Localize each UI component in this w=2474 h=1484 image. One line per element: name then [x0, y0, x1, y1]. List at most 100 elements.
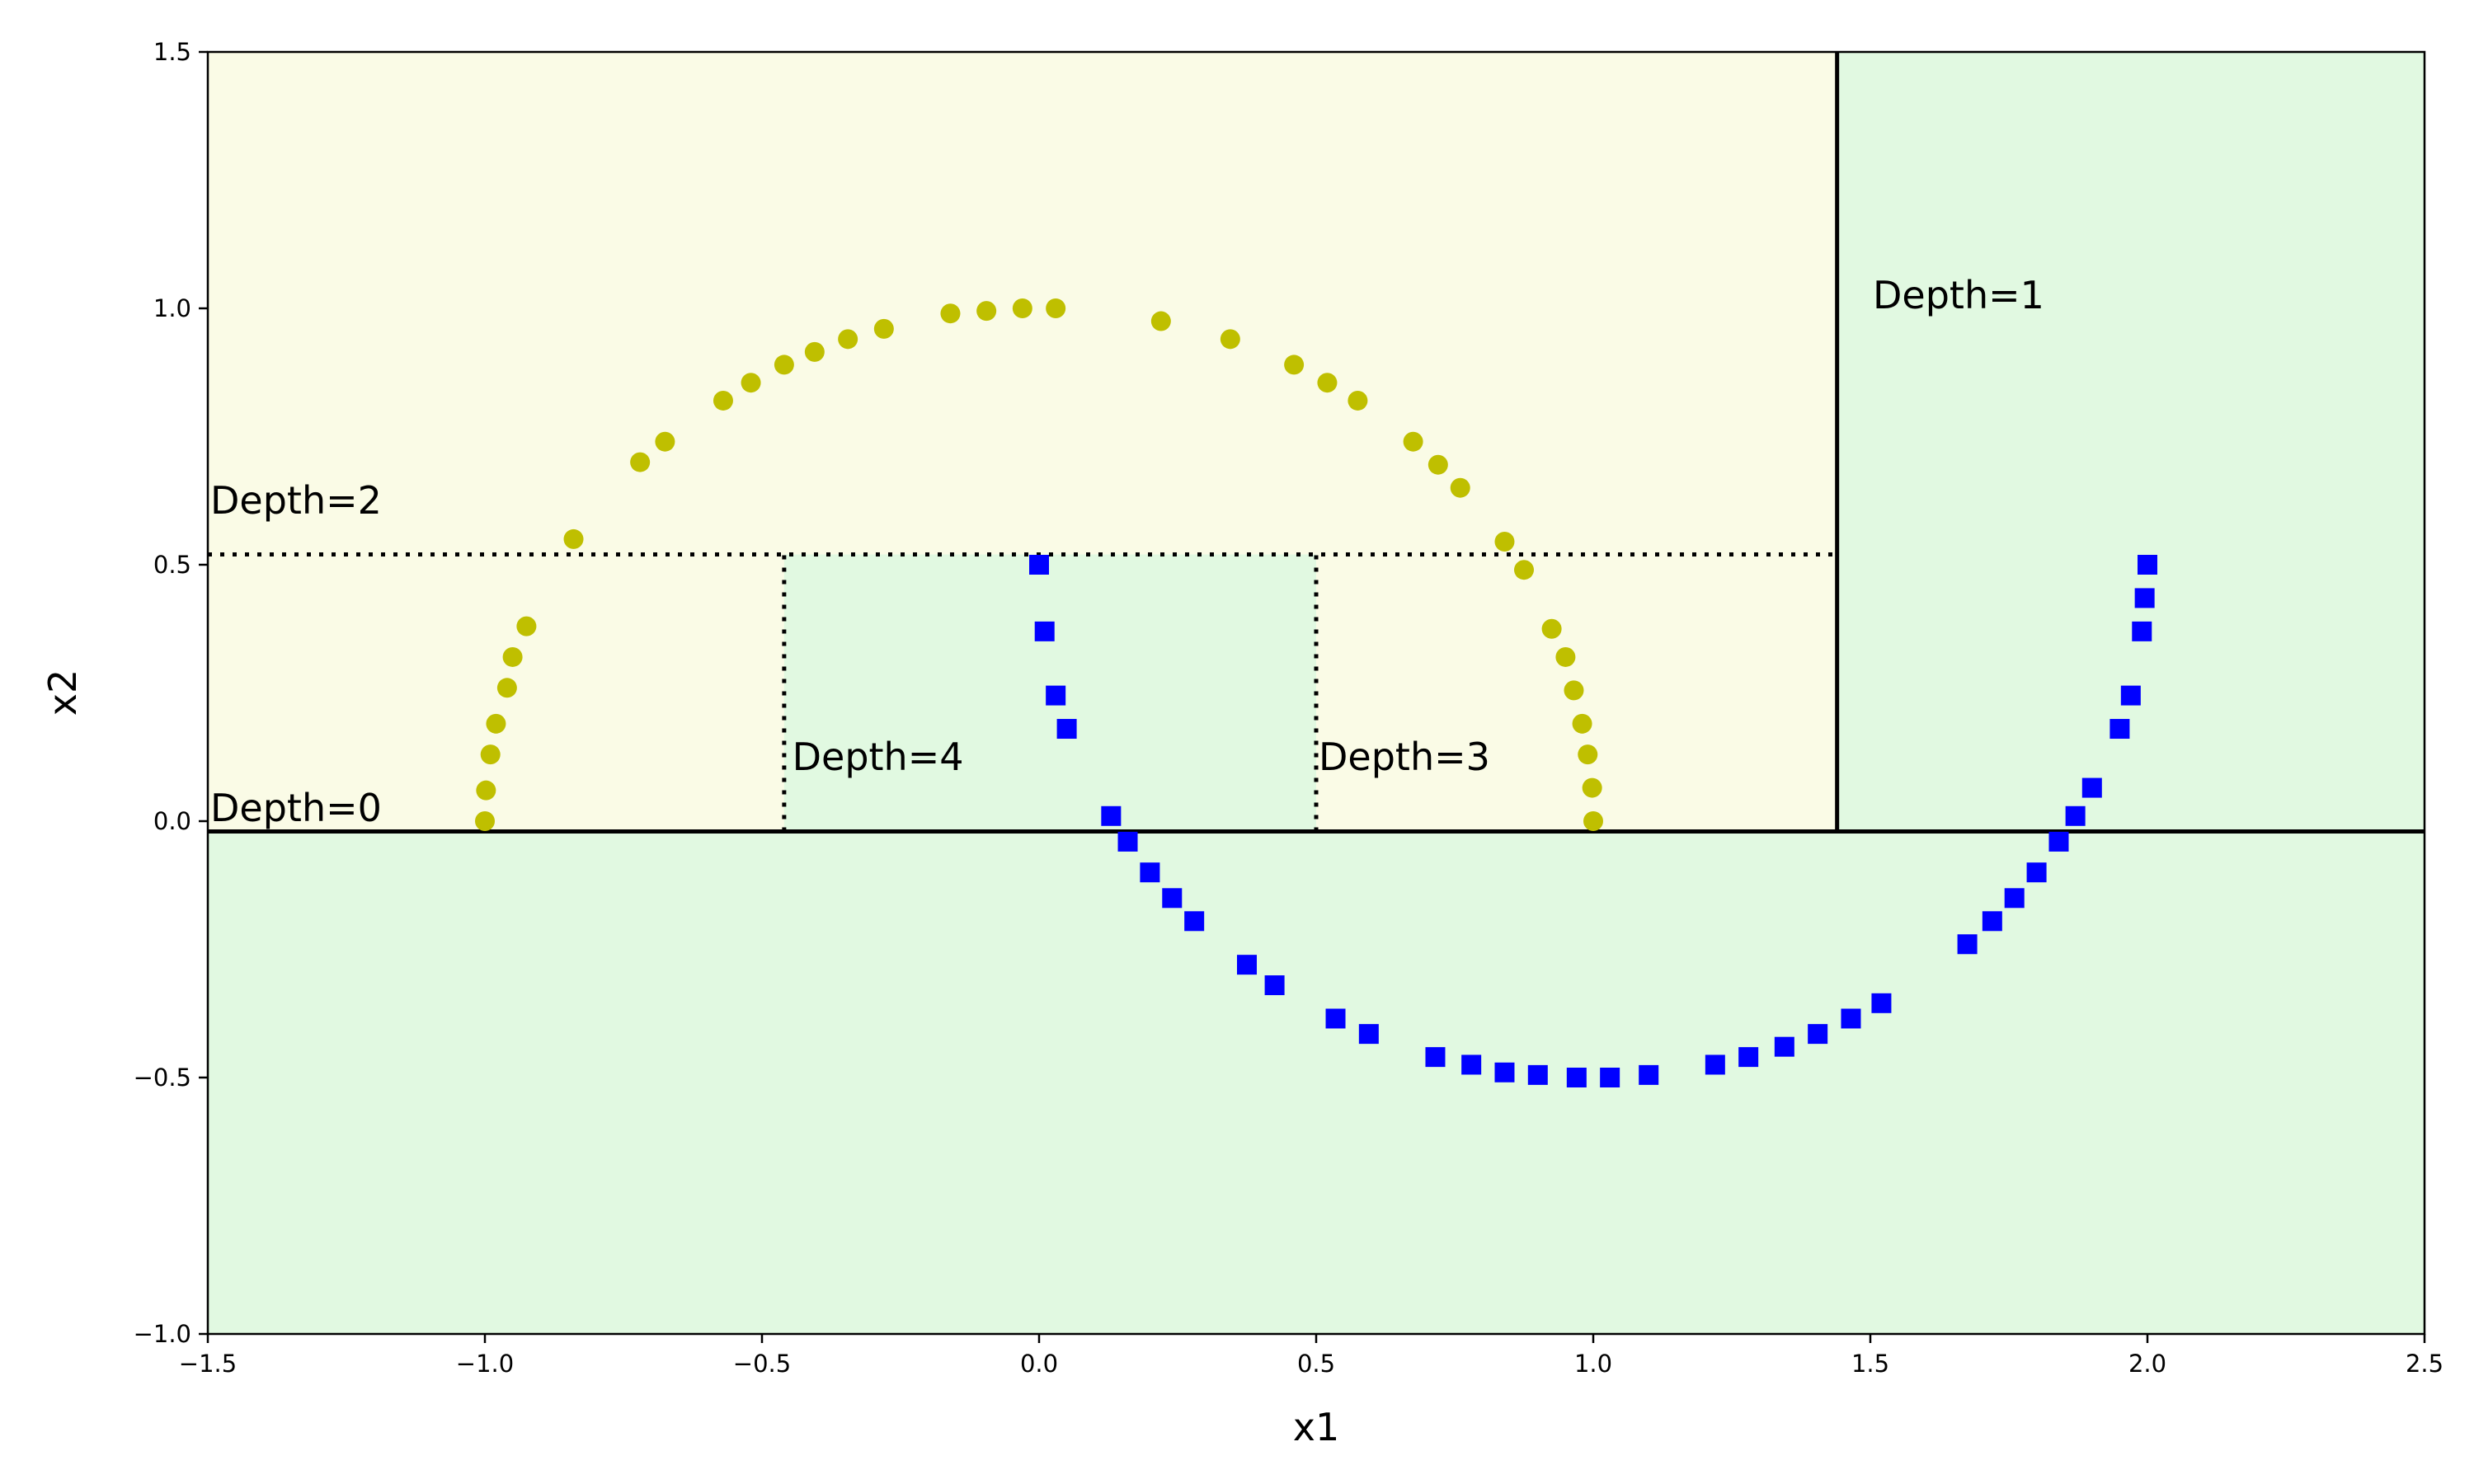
point-class-0-11	[741, 373, 761, 393]
x-tick-label: 2.5	[2406, 1350, 2443, 1378]
point-class-0-0	[475, 811, 495, 831]
point-class-0-23	[1317, 373, 1338, 393]
point-class-0-21	[1220, 329, 1240, 350]
point-class-1-17	[1566, 1068, 1587, 1087]
region-green-2	[208, 831, 2425, 1334]
point-class-0-36	[1583, 811, 1603, 831]
y-axis-title: x2	[40, 669, 85, 716]
region-green-1	[1837, 52, 2425, 832]
boundaries-layer	[208, 52, 2425, 834]
point-class-1-32	[2081, 777, 2102, 798]
point-class-0-20	[1150, 311, 1171, 331]
point-class-0-10	[713, 390, 733, 411]
point-class-1-28	[2004, 888, 2025, 909]
point-class-0-12	[774, 355, 794, 375]
annotation-depth-1: Depth=1	[1873, 273, 2044, 317]
point-class-0-19	[1046, 298, 1066, 318]
point-class-0-4	[496, 678, 517, 698]
point-class-0-30	[1541, 618, 1562, 639]
x-tick-label: 0.5	[1297, 1350, 1335, 1378]
x-tick-label: −1.0	[456, 1350, 514, 1378]
point-class-1-24	[1841, 1008, 1861, 1029]
point-class-1-3	[1056, 719, 1077, 740]
point-class-1-7	[1162, 888, 1183, 909]
point-class-1-18	[1600, 1068, 1620, 1087]
point-class-0-13	[804, 341, 825, 362]
point-class-0-33	[1572, 713, 1592, 734]
point-class-1-5	[1117, 831, 1138, 852]
point-class-1-35	[2132, 621, 2152, 641]
point-class-1-37	[2138, 555, 2157, 575]
point-class-1-31	[2065, 805, 2086, 826]
point-class-1-30	[2048, 831, 2069, 852]
point-class-0-35	[1582, 777, 1602, 798]
x-axis: −1.5 −1.0 −0.5 0.0 0.5 1.0 1.5 2.0 2.5	[179, 1334, 2443, 1378]
annotation-depth-3: Depth=3	[1319, 735, 1490, 779]
point-class-0-31	[1555, 646, 1576, 667]
annotation-depth-4: Depth=4	[793, 735, 964, 779]
y-tick-label: −1.0	[134, 1320, 191, 1348]
point-class-0-29	[1514, 560, 1534, 580]
point-class-0-27	[1450, 477, 1470, 498]
point-class-0-5	[502, 646, 523, 667]
point-class-1-8	[1184, 911, 1205, 932]
point-class-1-26	[1957, 934, 1978, 955]
annotations-layer: Depth=0 Depth=1 Depth=2 Depth=3 Depth=4	[210, 273, 2044, 830]
x-tick-label: 0.0	[1020, 1350, 1058, 1378]
point-class-1-27	[1982, 911, 2002, 932]
point-class-0-34	[1578, 744, 1598, 765]
point-class-1-4	[1101, 805, 1122, 826]
point-class-1-19	[1639, 1064, 1659, 1085]
point-class-1-11	[1325, 1008, 1346, 1029]
point-class-0-2	[480, 744, 501, 765]
x-tick-label: 2.0	[2128, 1350, 2166, 1378]
point-class-1-33	[2109, 719, 2130, 740]
point-class-1-16	[1527, 1064, 1548, 1085]
regions-layer	[208, 52, 2425, 1334]
point-class-0-3	[486, 713, 506, 734]
point-class-0-14	[838, 329, 858, 350]
point-class-1-14	[1461, 1054, 1482, 1075]
annotation-depth-0: Depth=0	[210, 786, 382, 830]
y-tick-label: 1.0	[153, 294, 191, 322]
point-class-0-28	[1494, 532, 1515, 552]
points-layer	[475, 298, 2157, 1087]
point-class-0-26	[1427, 454, 1448, 475]
y-axis: −1.0 −0.5 0.0 0.5 1.0 1.5	[134, 38, 208, 1348]
point-class-1-13	[1425, 1047, 1446, 1068]
annotation-depth-2: Depth=2	[210, 478, 382, 523]
point-class-1-9	[1237, 955, 1257, 975]
point-class-1-23	[1808, 1024, 1828, 1045]
point-class-0-9	[655, 431, 675, 452]
point-class-1-12	[1358, 1024, 1379, 1045]
point-class-0-18	[1012, 298, 1032, 318]
point-class-1-20	[1705, 1054, 1725, 1075]
x-tick-label: 1.5	[1851, 1350, 1889, 1378]
point-class-0-32	[1564, 680, 1584, 701]
y-tick-label: 0.0	[153, 807, 191, 835]
point-class-0-7	[563, 528, 584, 549]
point-class-1-22	[1774, 1036, 1794, 1057]
point-class-1-0	[1029, 555, 1049, 575]
point-class-0-24	[1348, 390, 1368, 411]
point-class-0-25	[1403, 431, 1423, 452]
x-tick-label: −1.5	[179, 1350, 237, 1378]
point-class-0-22	[1284, 355, 1305, 375]
point-class-1-34	[2120, 685, 2141, 706]
point-class-1-2	[1046, 685, 1066, 706]
point-class-0-6	[516, 616, 537, 636]
point-class-1-36	[2134, 588, 2155, 608]
point-class-1-25	[1871, 993, 1892, 1013]
x-tick-label: −0.5	[733, 1350, 791, 1378]
point-class-1-29	[2026, 862, 2047, 883]
point-class-0-15	[873, 318, 894, 339]
point-class-1-15	[1494, 1062, 1515, 1082]
x-axis-title: x1	[1293, 1405, 1340, 1449]
point-class-0-17	[976, 301, 997, 322]
y-tick-label: −0.5	[134, 1064, 191, 1092]
point-class-0-8	[630, 452, 651, 472]
point-class-0-1	[476, 780, 496, 801]
point-class-1-1	[1034, 621, 1055, 641]
x-tick-label: 1.0	[1574, 1350, 1612, 1378]
